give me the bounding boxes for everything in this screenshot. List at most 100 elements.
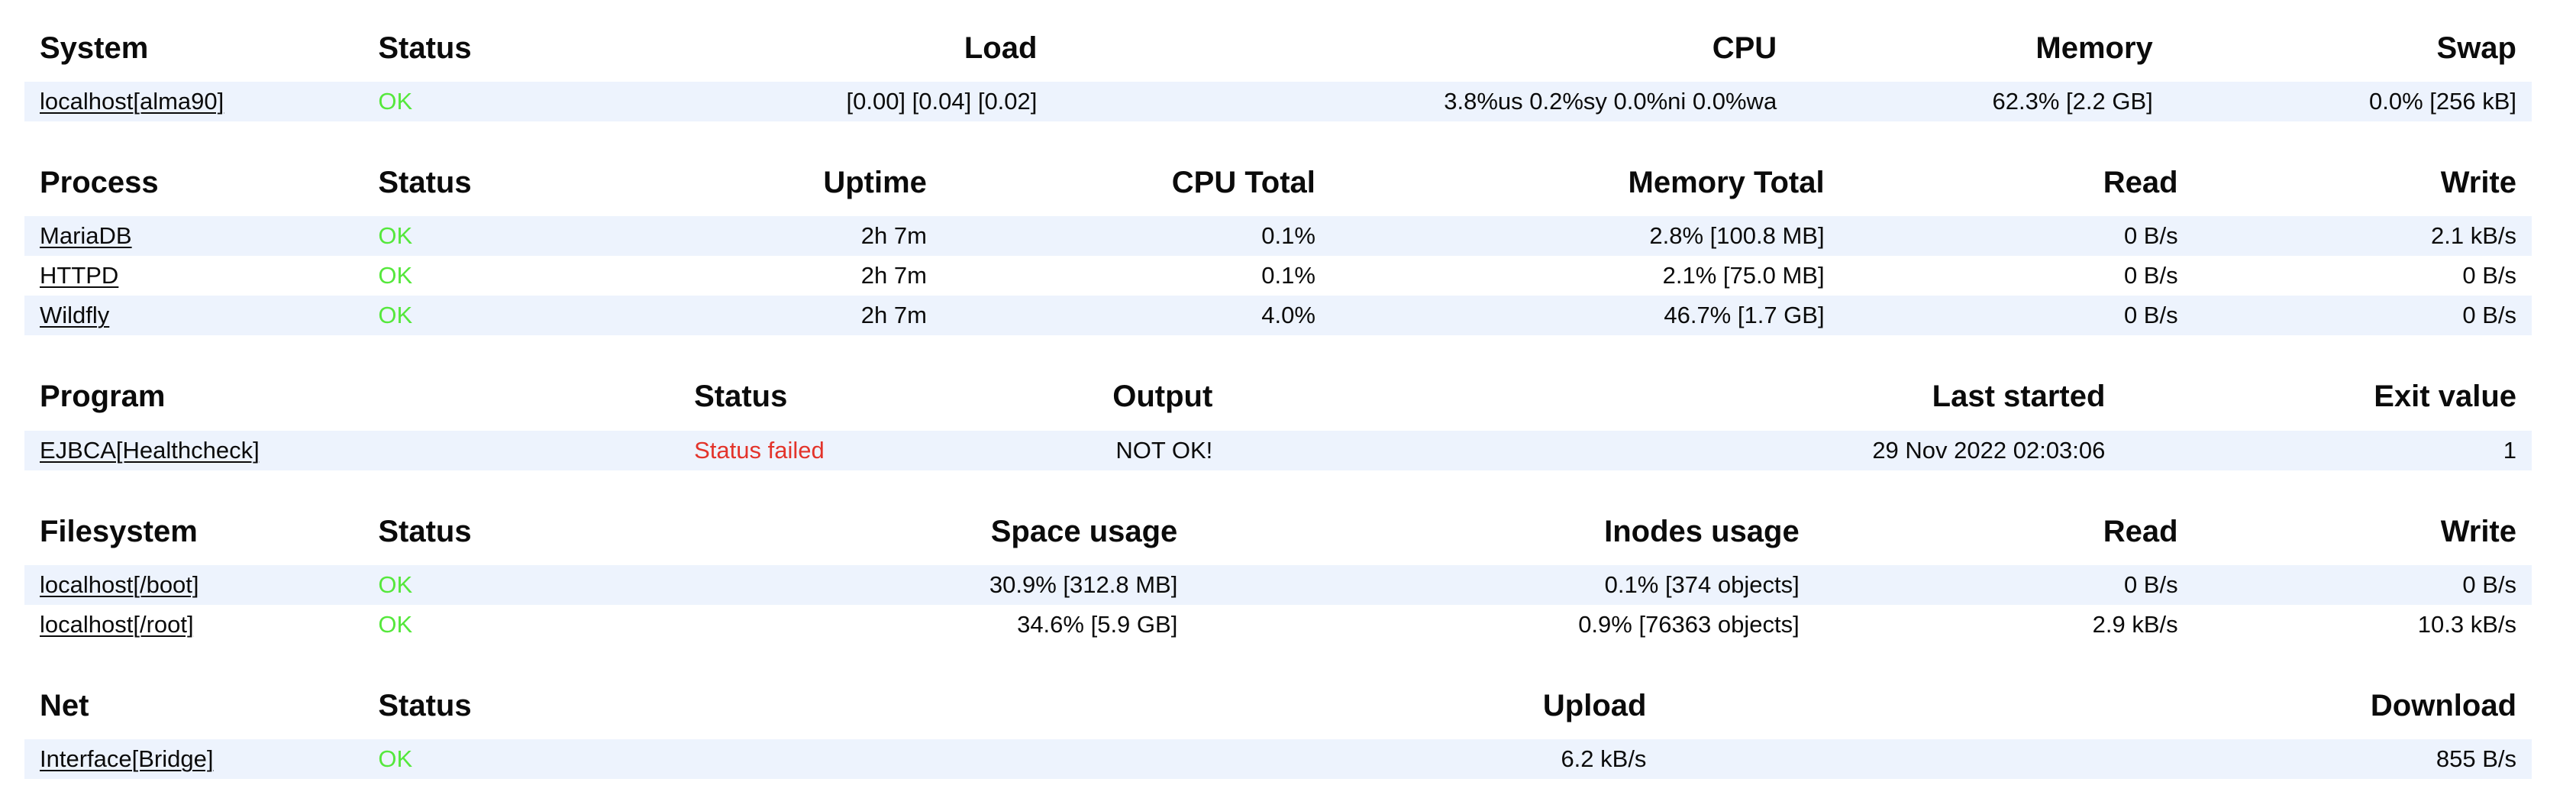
- system-cell-status: OK: [363, 82, 702, 122]
- process-cell-memory-total: 46.7% [1.7 GB]: [1330, 296, 1840, 336]
- process-cell-cpu-total: 0.1%: [941, 216, 1331, 257]
- localhost-boot-link[interactable]: localhost[/boot]: [40, 570, 199, 598]
- system-col-memory: Memory: [2035, 31, 2153, 65]
- process-cell-write: 0 B/s: [2193, 296, 2532, 336]
- filesystem-cell-inodes-usage: 0.1% [374 objects]: [1193, 564, 1815, 605]
- process-col-process: Process: [40, 166, 159, 200]
- process-row-mariadb: MariaDB OK 2h 7m 0.1% 2.8% [100.8 MB] 0 B/s 2.…: [24, 216, 2532, 257]
- filesystem-table: Filesystem Status Space usage Inodes usage R…: [24, 514, 2532, 645]
- filesystem-cell-write: 0 B/s: [2193, 564, 2532, 605]
- system-row-localhost-alma90: localhost[alma90] OK [0.00] [0.04] [0.02] 3…: [24, 82, 2532, 122]
- process-cell-uptime: 2h 7m: [601, 256, 942, 296]
- filesystem-cell-status: OK: [363, 604, 627, 645]
- net-row-interface-bridge: Interface[Bridge] OK 6.2 kB/s 855 B/s: [24, 739, 2532, 779]
- status-badge: OK: [378, 302, 413, 329]
- wildfly-link[interactable]: Wildfly: [40, 302, 110, 329]
- program-col-last-started: Last started: [1932, 380, 2106, 414]
- process-cell-read: 0 B/s: [1839, 216, 2193, 257]
- process-cell-process: MariaDB: [24, 216, 363, 257]
- process-row-httpd: HTTPD OK 2h 7m 0.1% 2.1% [75.0 MB] 0 B/s 0 B/s: [24, 256, 2532, 296]
- process-cell-memory-total: 2.8% [100.8 MB]: [1330, 216, 1840, 257]
- filesystem-col-filesystem: Filesystem: [40, 514, 198, 548]
- process-cell-cpu-total: 4.0%: [941, 296, 1331, 336]
- process-table: Process Status Uptime CPU Total Memory Total…: [24, 165, 2532, 336]
- system-col-status: Status: [378, 31, 472, 65]
- system-col-load: Load: [964, 31, 1038, 65]
- filesystem-cell-space-usage: 30.9% [312.8 MB]: [626, 564, 1193, 605]
- process-col-cpu-total: CPU Total: [1171, 166, 1315, 200]
- filesystem-col-read: Read: [2103, 514, 2178, 548]
- process-col-read: Read: [2103, 166, 2178, 200]
- filesystem-col-write: Write: [2440, 514, 2516, 548]
- net-col-upload: Upload: [1542, 688, 1647, 722]
- process-col-memory-total: Memory Total: [1628, 166, 1825, 200]
- localhost-alma90-link[interactable]: localhost[alma90]: [40, 88, 224, 115]
- status-badge: OK: [378, 610, 413, 638]
- status-badge: OK: [378, 88, 413, 115]
- filesystem-cell-read: 0 B/s: [1814, 564, 2193, 605]
- filesystem-cell-filesystem: localhost[/root]: [24, 604, 363, 645]
- net-col-status: Status: [378, 688, 472, 722]
- system-col-system: System: [40, 31, 149, 65]
- net-table: Net Status Upload Download Interface[Bridge]…: [24, 688, 2532, 779]
- process-header-row: Process Status Uptime CPU Total Memory Total…: [24, 165, 2532, 216]
- program-cell-output: NOT OK!: [927, 430, 1228, 470]
- process-cell-write: 0 B/s: [2193, 256, 2532, 296]
- program-cell-exit-value: 1: [2120, 430, 2532, 470]
- filesystem-cell-read: 2.9 kB/s: [1814, 604, 2193, 645]
- system-col-swap: Swap: [2436, 31, 2516, 65]
- system-cell-system: localhost[alma90]: [24, 82, 363, 122]
- program-row-ejbca-healthcheck: EJBCA[Healthcheck] Status failed NOT OK! 29…: [24, 430, 2532, 470]
- program-table: Program Status Output Last started Exit valu…: [24, 379, 2532, 470]
- status-badge: OK: [378, 745, 413, 772]
- process-cell-read: 0 B/s: [1839, 296, 2193, 336]
- service-tables: System Status Load CPU Memory Swap localhost[a…: [24, 31, 2532, 779]
- status-badge: OK: [378, 262, 413, 289]
- system-header-row: System Status Load CPU Memory Swap: [24, 31, 2532, 82]
- process-cell-uptime: 2h 7m: [601, 296, 942, 336]
- process-cell-status: OK: [363, 256, 602, 296]
- filesystem-row-localhost-root: localhost[/root] OK 34.6% [5.9 GB] 0.9% [76…: [24, 604, 2532, 645]
- net-cell-upload: 6.2 kB/s: [776, 739, 1662, 779]
- filesystem-row-localhost-boot: localhost[/boot] OK 30.9% [312.8 MB] 0.1% […: [24, 564, 2532, 605]
- system-cell-cpu: 3.8%us 0.2%sy 0.0%ni 0.0%wa: [1052, 82, 1793, 122]
- status-badge: OK: [378, 570, 413, 598]
- localhost-root-link[interactable]: localhost[/root]: [40, 610, 194, 638]
- process-cell-process: HTTPD: [24, 256, 363, 296]
- ejbca-healthcheck-link[interactable]: EJBCA[Healthcheck]: [40, 436, 260, 464]
- program-col-program: Program: [40, 380, 166, 414]
- program-cell-program: EJBCA[Healthcheck]: [24, 430, 680, 470]
- process-cell-cpu-total: 0.1%: [941, 256, 1331, 296]
- system-cell-memory: 62.3% [2.2 GB]: [1792, 82, 2168, 122]
- process-row-wildfly: Wildfly OK 2h 7m 4.0% 46.7% [1.7 GB] 0 B/s 0 B…: [24, 296, 2532, 336]
- net-col-download: Download: [2370, 688, 2516, 722]
- filesystem-cell-inodes-usage: 0.9% [76363 objects]: [1193, 604, 1815, 645]
- process-col-write: Write: [2440, 166, 2516, 200]
- filesystem-col-space-usage: Space usage: [990, 514, 1178, 548]
- httpd-link[interactable]: HTTPD: [40, 262, 119, 289]
- filesystem-cell-filesystem: localhost[/boot]: [24, 564, 363, 605]
- filesystem-cell-space-usage: 34.6% [5.9 GB]: [626, 604, 1193, 645]
- system-cell-swap: 0.0% [256 kB]: [2168, 82, 2532, 122]
- program-col-exit-value: Exit value: [2374, 380, 2516, 414]
- program-col-status: Status: [694, 380, 788, 414]
- process-cell-read: 0 B/s: [1839, 256, 2193, 296]
- status-badge: OK: [378, 222, 413, 250]
- interface-bridge-link[interactable]: Interface[Bridge]: [40, 745, 214, 772]
- program-cell-last-started: 29 Nov 2022 02:03:06: [1228, 430, 2121, 470]
- process-col-status: Status: [378, 166, 472, 200]
- system-col-cpu: CPU: [1712, 31, 1777, 65]
- filesystem-header-row: Filesystem Status Space usage Inodes usage R…: [24, 514, 2532, 565]
- process-cell-process: Wildfly: [24, 296, 363, 336]
- program-cell-status: Status failed: [679, 430, 928, 470]
- process-cell-write: 2.1 kB/s: [2193, 216, 2532, 257]
- net-cell-status: OK: [363, 739, 777, 779]
- process-cell-memory-total: 2.1% [75.0 MB]: [1330, 256, 1840, 296]
- filesystem-cell-status: OK: [363, 564, 627, 605]
- program-header-row: Program Status Output Last started Exit valu…: [24, 379, 2532, 430]
- mariadb-link[interactable]: MariaDB: [40, 222, 132, 250]
- system-cell-load: [0.00] [0.04] [0.02]: [701, 82, 1053, 122]
- process-cell-status: OK: [363, 216, 602, 257]
- filesystem-col-inodes-usage: Inodes usage: [1604, 514, 1800, 548]
- system-table: System Status Load CPU Memory Swap localhost[a…: [24, 31, 2532, 122]
